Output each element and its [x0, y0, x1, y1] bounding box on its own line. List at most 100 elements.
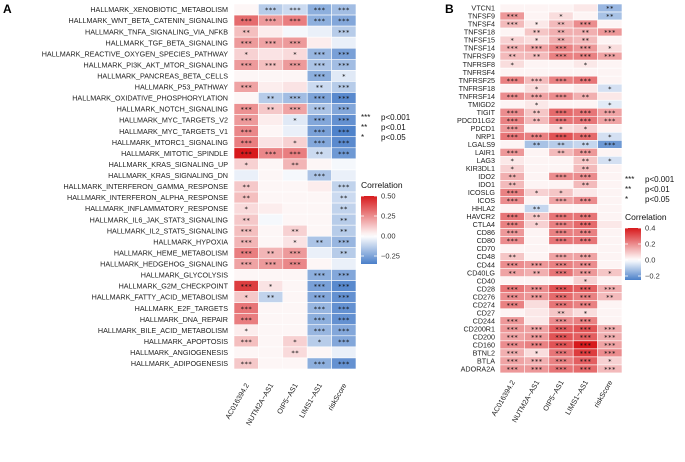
a-star-r21-c4: ***: [338, 238, 350, 246]
b-row-label: TNFSF15: [464, 36, 495, 45]
a-star-r20-c0: ***: [240, 227, 252, 235]
b-row-label: TNFRSF8: [463, 60, 495, 69]
a-star-r3-c0: ***: [240, 39, 252, 47]
b-star-r24-c3: ***: [580, 197, 592, 205]
b-star-r13-c2: ***: [555, 109, 567, 117]
b-star-r13-c1: **: [533, 109, 541, 117]
b-star-r45-c3: ***: [580, 366, 592, 374]
a-column-label: LIMS1−AS1: [297, 382, 324, 420]
a-sig-legend-stars: ***: [361, 113, 370, 122]
a-star-r27-c3: ***: [314, 305, 326, 313]
b-row-label: CD40LG: [467, 268, 495, 277]
b-column-label: OIP5−AS1: [541, 379, 566, 413]
b-cell-r27-c4: [597, 220, 623, 229]
a-cell-r11-c2: [282, 125, 308, 138]
b-cell-r31-c1: [524, 252, 550, 261]
b-cell-r12-c3: [572, 99, 598, 109]
b-star-r32-c2: ***: [555, 261, 567, 269]
b-star-r16-c4: *: [608, 133, 612, 141]
b-star-r1-c0: ***: [506, 13, 518, 21]
a-cell-r31-c0: [233, 346, 259, 359]
b-cell-r34-c0: [499, 276, 525, 285]
a-cell-r2-c2: [282, 25, 308, 38]
b-star-r33-c1: **: [533, 269, 541, 277]
b-star-r29-c2: ***: [555, 237, 567, 245]
b-star-r14-c0: ***: [506, 117, 518, 125]
b-cell-r22-c1: [524, 180, 550, 189]
b-star-r0-c4: **: [606, 5, 614, 13]
a-row-label: HALLMARK_NOTCH_SIGNALING: [117, 105, 229, 114]
b-star-r40-c4: ***: [604, 325, 616, 333]
b-cell-r25-c3: [572, 204, 598, 213]
b-cell-r0-c3: [572, 3, 598, 13]
a-star-r9-c4: ***: [338, 106, 350, 114]
b-cell-r0-c0: [499, 3, 525, 13]
b-cell-r32-c4: [597, 260, 623, 269]
b-cell-r38-c0: [499, 308, 525, 318]
b-star-r44-c1: ***: [531, 357, 543, 365]
a-sig-legend-label: p<0.05: [381, 133, 406, 142]
a-row-label: HALLMARK_G2M_CHECKPOINT: [119, 282, 229, 291]
b-star-r28-c2: ***: [555, 229, 567, 237]
a-star-r1-c0: ***: [240, 17, 252, 25]
b-cell-r15-c4: [597, 124, 623, 133]
a-row-label: HALLMARK_KRAS_SIGNALING_UP: [109, 160, 229, 169]
a-row-label: HALLMARK_HEME_METABOLISM: [114, 248, 228, 257]
b-row-label: TNFRSF9: [463, 52, 495, 61]
a-star-r16-c4: ***: [338, 183, 350, 191]
b-cell-r7-c2: [548, 59, 574, 69]
a-star-r12-c0: ***: [240, 139, 252, 147]
a-colorbar-tick-label: 0.50: [381, 192, 396, 201]
a-colorbar: [361, 196, 377, 264]
b-colorbar: [625, 228, 641, 280]
a-cell-r17-c1: [258, 191, 284, 204]
b-cell-r12-c2: [548, 99, 574, 109]
a-star-r13-c0: ***: [240, 150, 252, 158]
b-cell-r24-c1: [524, 196, 550, 205]
a-star-r19-c0: **: [242, 216, 250, 224]
b-star-r5-c0: ***: [506, 45, 518, 53]
a-row-label: HALLMARK_TGF_BETA_SIGNALING: [106, 38, 229, 47]
b-row-label: LAIR1: [475, 148, 495, 157]
b-row-label: CD80: [477, 236, 495, 245]
a-cell-r23-c3: [306, 258, 332, 270]
a-star-r5-c2: ***: [289, 61, 301, 69]
b-star-r11-c0: ***: [506, 93, 518, 101]
b-row-label: TMIGD2: [468, 100, 495, 109]
a-row-label: HALLMARK_E2F_TARGETS: [135, 304, 229, 313]
a-star-r32-c3: ***: [314, 360, 326, 368]
a-cell-r20-c1: [258, 224, 284, 237]
a-cell-r31-c1: [258, 346, 284, 359]
b-star-r44-c3: ***: [580, 357, 592, 365]
a-cell-r32-c4: [331, 357, 357, 370]
b-row-label: TNFRSF4: [463, 68, 495, 77]
b-star-r16-c1: ***: [531, 133, 543, 141]
a-star-r2-c4: ***: [338, 28, 350, 36]
a-row-label: HALLMARK_IL6_JAK_STAT3_SIGNALING: [90, 215, 229, 224]
b-cell-r25-c0: [499, 204, 525, 213]
b-cell-r8-c2: [548, 67, 574, 77]
b-star-r44-c2: ***: [555, 357, 567, 365]
b-cell-r29-c4: [597, 236, 623, 245]
b-row-label: TNFSF14: [464, 44, 495, 53]
b-cell-r20-c2: [548, 164, 574, 173]
b-cell-r1-c1: [524, 11, 550, 21]
a-star-r28-c0: ***: [240, 316, 252, 324]
a-star-r10-c2: *: [293, 117, 297, 125]
a-column-label: OIP5−AS1: [275, 382, 300, 416]
b-star-r18-c2: **: [557, 149, 565, 157]
b-star-r27-c3: ***: [580, 221, 592, 229]
a-cell-r14-c1: [258, 158, 284, 171]
a-cell-r2-c3: [306, 25, 332, 38]
a-row-label: HALLMARK_WNT_BETA_CATENIN_SIGNALING: [69, 16, 229, 25]
b-row-label: TIGIT: [477, 108, 496, 117]
a-cell-r22-c3: [306, 247, 332, 259]
a-star-r22-c4: **: [340, 249, 348, 257]
b-star-r17-c4: ***: [604, 141, 616, 149]
b-row-label: PDCD1: [471, 124, 495, 133]
b-star-r32-c3: ***: [580, 261, 592, 269]
a-star-r25-c0: ***: [240, 283, 252, 291]
a-star-r5-c4: ***: [338, 61, 350, 69]
a-star-r26-c3: ***: [314, 294, 326, 302]
b-cell-r7-c1: [524, 59, 550, 69]
